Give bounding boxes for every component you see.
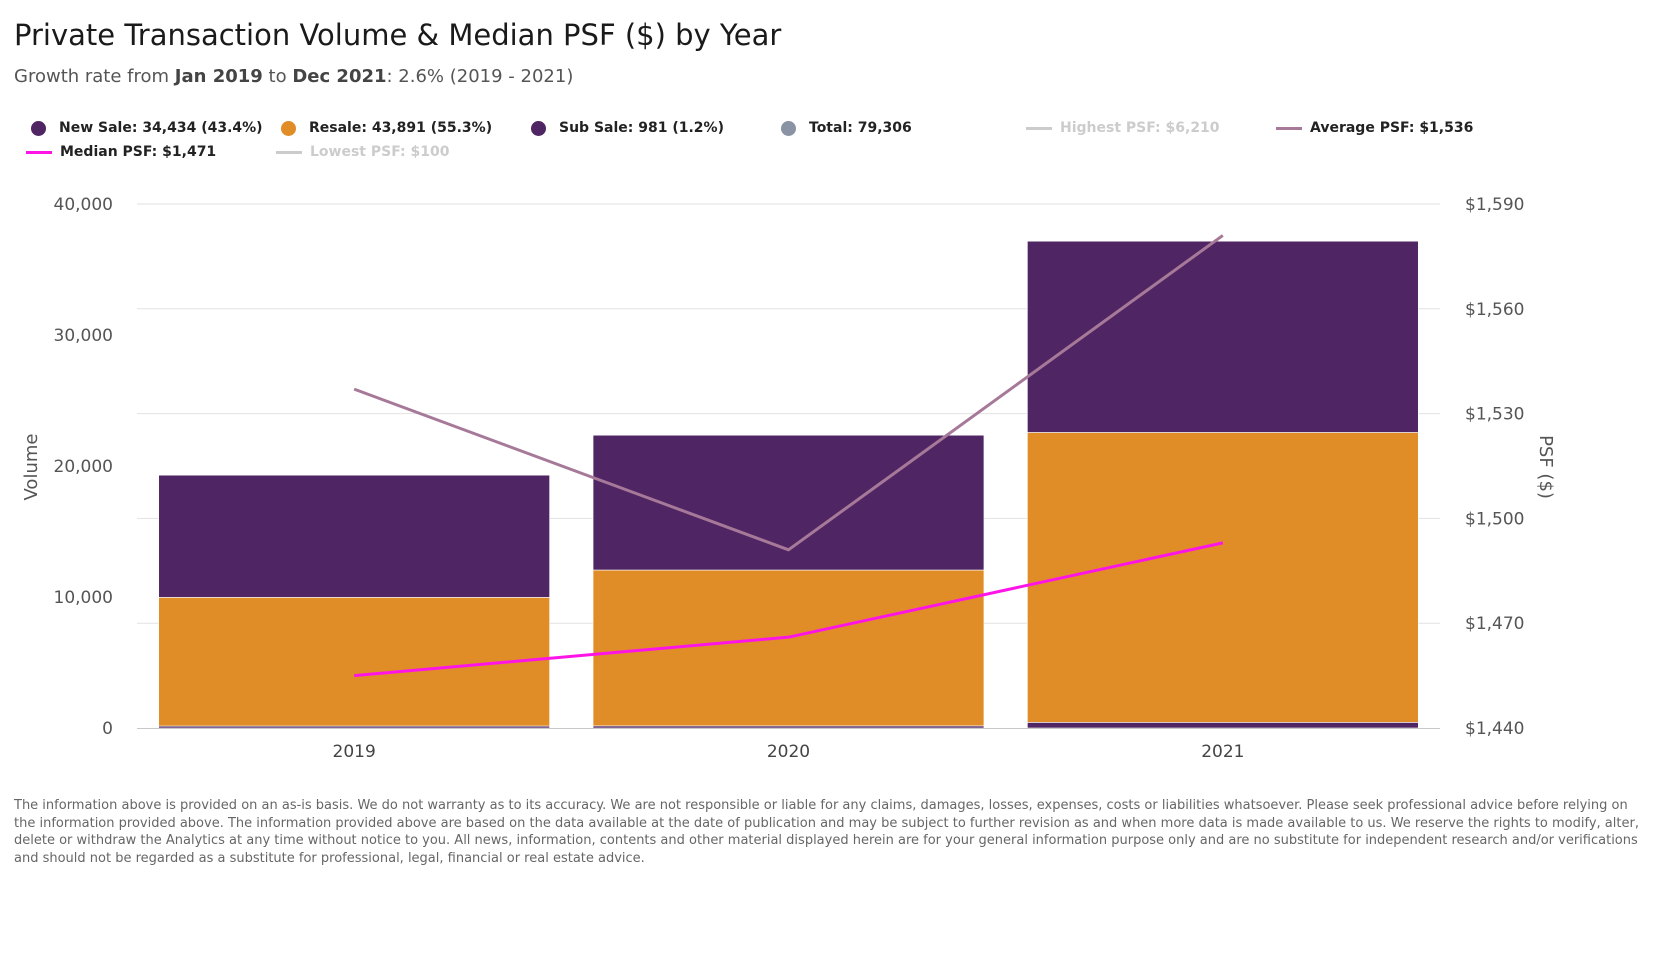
- legend-label: Total: 79,306: [809, 120, 912, 136]
- lowest-psf-line-icon: [276, 150, 302, 154]
- line-median-psf: [354, 541, 1224, 678]
- y2-tick-label: $1,500: [1465, 509, 1524, 529]
- y2-tick-label: $1,470: [1465, 614, 1524, 634]
- legend-label: Lowest PSF: $100: [310, 144, 450, 160]
- legend-label: Sub Sale: 981 (1.2%): [559, 120, 724, 136]
- x-tick-label: 2019: [333, 742, 376, 762]
- bar-sub-sale-2020: [592, 725, 985, 729]
- resale-dot-icon: [281, 120, 296, 136]
- chart-subtitle: Growth rate from Jan 2019 to Dec 2021: 2…: [14, 66, 573, 87]
- bar-new-sale-2019: [158, 474, 550, 598]
- y-tick-label: 20,000: [54, 457, 113, 477]
- chart-plot: 0 10,000 20,000 30,000 40,000 $1,440 $1,470 $1,…: [21, 195, 1556, 762]
- y2-tick-label: $1,440: [1465, 719, 1524, 739]
- y2-tick-label: $1,590: [1465, 195, 1524, 215]
- y-axis-title: Volume: [21, 434, 42, 501]
- legend-item-highest-psf[interactable]: Highest PSF: $6,210: [1026, 120, 1220, 136]
- legend-item-lowest-psf[interactable]: Lowest PSF: $100: [276, 144, 449, 160]
- y-tick-label: 0: [102, 719, 113, 739]
- legend-label: New Sale: 34,434 (43.4%): [59, 120, 263, 136]
- highest-psf-line-icon: [1026, 126, 1052, 130]
- psf-lines: [353, 234, 1224, 678]
- legend-item-new-sale[interactable]: New Sale: 34,434 (43.4%): [31, 120, 263, 136]
- y2-tick-label: $1,560: [1465, 300, 1524, 320]
- legend-item-sub-sale[interactable]: Sub Sale: 981 (1.2%): [531, 120, 724, 136]
- average-psf-line-icon: [1276, 126, 1302, 130]
- subtitle-mid: to: [262, 66, 293, 87]
- bar-resale-2019: [158, 597, 550, 727]
- legend-item-average-psf[interactable]: Average PSF: $1,536: [1276, 120, 1473, 136]
- bar-new-sale-2021: [1027, 240, 1419, 433]
- axes: 0 10,000 20,000 30,000 40,000 $1,440 $1,470 $1,…: [54, 195, 1525, 762]
- bar-sub-sale-2021: [1027, 722, 1419, 729]
- bar-resale-2021: [1027, 432, 1419, 723]
- subtitle-prefix: Growth rate from: [14, 66, 175, 87]
- legend-label: Highest PSF: $6,210: [1060, 120, 1220, 136]
- legend-item-total[interactable]: Total: 79,306: [781, 120, 912, 136]
- total-dot-icon: [781, 120, 796, 136]
- disclaimer-text: The information above is provided on an …: [14, 798, 1639, 866]
- y2-tick-label: $1,530: [1465, 405, 1524, 425]
- subtitle-to: Dec 2021: [292, 66, 387, 87]
- bars: [158, 240, 1419, 729]
- legend-item-median-psf[interactable]: Median PSF: $1,471: [26, 144, 216, 160]
- median-psf-line-icon: [26, 150, 52, 154]
- y-tick-label: 10,000: [54, 588, 113, 608]
- legend-label: Average PSF: $1,536: [1310, 120, 1474, 136]
- legend-label: Median PSF: $1,471: [60, 144, 217, 160]
- chart-title: Private Transaction Volume & Median PSF …: [14, 18, 782, 52]
- x-tick-label: 2020: [767, 742, 810, 762]
- line-average-psf: [353, 234, 1224, 552]
- legend-label: Resale: 43,891 (55.3%): [309, 120, 493, 136]
- subtitle-from: Jan 2019: [174, 66, 263, 87]
- x-tick-label: 2021: [1201, 742, 1244, 762]
- legend-item-resale[interactable]: Resale: 43,891 (55.3%): [281, 120, 492, 136]
- subtitle-suffix: : 2.6% (2019 - 2021): [386, 66, 574, 87]
- sub-sale-dot-icon: [531, 120, 546, 136]
- y2-axis-title: PSF ($): [1535, 435, 1556, 499]
- y-tick-label: 40,000: [54, 195, 113, 215]
- y-tick-label: 30,000: [54, 326, 113, 346]
- new-sale-dot-icon: [31, 120, 46, 136]
